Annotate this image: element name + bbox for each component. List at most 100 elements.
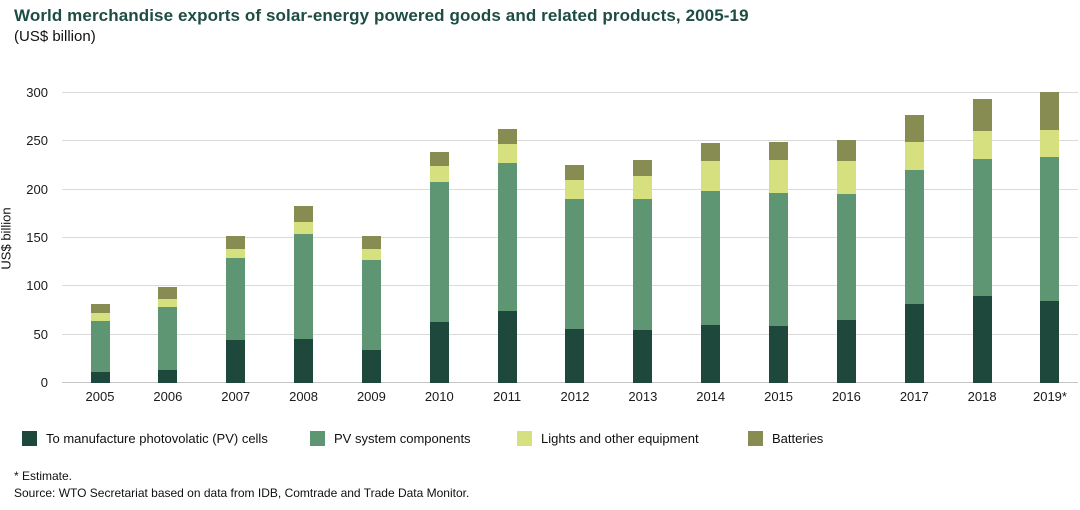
bar-segment-2007-lights-and-other-equipment <box>226 248 246 259</box>
y-tick-label-250: 250 <box>26 133 48 149</box>
legend-item-to-manufacture-photovolatic-pv-cells: To manufacture photovolatic (PV) cells <box>22 431 268 446</box>
bar-segment-2007-to-manufacture-photovolatic-pv-cells <box>226 339 246 383</box>
legend-item-batteries: Batteries <box>748 431 823 446</box>
bar-segment-2006-batteries <box>158 287 178 299</box>
legend-item-pv-system-components: PV system components <box>310 431 471 446</box>
bar-segment-2010-pv-system-components <box>429 181 449 323</box>
bar-segment-2008-lights-and-other-equipment <box>294 221 314 235</box>
x-axis-label-2013: 2013 <box>628 389 658 404</box>
footnote-estimate: * Estimate. <box>14 469 73 483</box>
bar-segment-2018-pv-system-components <box>972 158 992 296</box>
plot-area: 2005 2006 2007 2008 2009 2010 2011 2012 2013 2014… <box>62 92 1078 404</box>
bar-segment-2018-to-manufacture-photovolatic-pv-cells <box>972 296 992 383</box>
bar-segment-2015-lights-and-other-equipment <box>769 159 789 193</box>
bar-segment-2005-lights-and-other-equipment <box>90 313 110 322</box>
bar-segment-2006-to-manufacture-photovolatic-pv-cells <box>158 370 178 383</box>
bar-segment-2008-to-manufacture-photovolatic-pv-cells <box>294 338 314 383</box>
legend: To manufacture photovolatic (PV) cells PV… <box>0 431 1080 451</box>
x-axis-label-2015: 2015 <box>764 389 794 404</box>
bar-segment-2009-lights-and-other-equipment <box>361 248 381 261</box>
legend-label: Batteries <box>772 431 824 446</box>
bar-segment-2019-batteries <box>1040 92 1060 130</box>
bar-segment-2012-pv-system-components <box>565 199 585 329</box>
x-axis-label-2005: 2005 <box>85 389 115 404</box>
bar-segment-2019-lights-and-other-equipment <box>1040 129 1060 157</box>
legend-swatch-icon <box>748 431 763 446</box>
bar-segment-2015-batteries <box>769 142 789 160</box>
bar-segment-2019-pv-system-components <box>1040 156 1060 301</box>
gridline-250 <box>62 140 1078 142</box>
x-axis-label-2011: 2011 <box>493 389 522 404</box>
bar-segment-2018-batteries <box>972 98 992 131</box>
bar-segment-2007-batteries <box>226 236 246 249</box>
bar-segment-2010-to-manufacture-photovolatic-pv-cells <box>429 322 449 383</box>
x-axis-label-2006: 2006 <box>153 389 183 404</box>
bar-segment-2011-batteries <box>497 128 517 145</box>
bar-segment-2008-pv-system-components <box>294 234 314 339</box>
x-axis-label-2014: 2014 <box>696 389 726 404</box>
bar-segment-2013-to-manufacture-photovolatic-pv-cells <box>633 329 653 383</box>
bar-segment-2016-pv-system-components <box>836 193 856 321</box>
legend-swatch-icon <box>310 431 325 446</box>
bar-segment-2011-lights-and-other-equipment <box>497 144 517 163</box>
bar-segment-2015-to-manufacture-photovolatic-pv-cells <box>769 325 789 383</box>
bar-segment-2012-lights-and-other-equipment <box>565 180 585 200</box>
footnote-source: Source: WTO Secretariat based on data fr… <box>14 486 470 500</box>
legend-item-lights-and-other-equipment: Lights and other equipment <box>517 431 699 446</box>
gridline-300 <box>62 92 1078 93</box>
bar-segment-2006-pv-system-components <box>158 306 178 371</box>
bar-segment-2013-pv-system-components <box>633 199 653 330</box>
x-axis-label-2019: 2019* <box>1032 389 1067 404</box>
x-axis-label-2010: 2010 <box>424 389 454 404</box>
y-tick-label-200: 200 <box>26 181 48 197</box>
x-axis-label-2012: 2012 <box>560 389 590 404</box>
y-tick-label-150: 150 <box>26 230 48 245</box>
bar-segment-2011-to-manufacture-photovolatic-pv-cells <box>497 311 517 383</box>
bar-segment-2016-lights-and-other-equipment <box>836 160 856 194</box>
bar-segment-2012-batteries <box>565 164 585 180</box>
bar-segment-2010-batteries <box>429 151 449 167</box>
bar-segment-2014-batteries <box>701 143 721 161</box>
bar-segment-2007-pv-system-components <box>226 258 246 340</box>
y-axis-tick-labels: 0 50 100 150 200 250 300 <box>0 85 50 390</box>
legend-label: PV system components <box>334 431 471 446</box>
bar-segment-2014-to-manufacture-photovolatic-pv-cells <box>701 325 721 383</box>
legend-label: Lights and other equipment <box>541 431 699 446</box>
bar-segment-2010-lights-and-other-equipment <box>429 166 449 182</box>
bar-segment-2014-lights-and-other-equipment <box>701 160 721 191</box>
bar-segment-2005-pv-system-components <box>90 321 110 373</box>
bar-segment-2006-lights-and-other-equipment <box>158 298 178 307</box>
bar-segment-2009-pv-system-components <box>361 260 381 351</box>
bar-segment-2017-lights-and-other-equipment <box>904 142 924 171</box>
legend-swatch-icon <box>517 431 532 446</box>
y-tick-label-0: 0 <box>40 375 48 390</box>
x-axis-label-2007: 2007 <box>221 389 251 404</box>
x-axis-label-2017: 2017 <box>899 389 929 404</box>
bar-segment-2009-batteries <box>361 236 381 249</box>
bar-segment-2015-pv-system-components <box>769 192 789 326</box>
bar-segment-2013-batteries <box>633 159 653 177</box>
y-tick-label-300: 300 <box>26 85 48 100</box>
bar-segment-2012-to-manufacture-photovolatic-pv-cells <box>565 328 585 383</box>
bar-segment-2016-batteries <box>836 140 856 161</box>
x-axis-label-2016: 2016 <box>831 389 861 404</box>
chart-subtitle: (US$ billion) <box>14 28 96 45</box>
legend-label: To manufacture photovolatic (PV) cells <box>46 431 268 446</box>
bar-segment-2017-batteries <box>904 115 924 143</box>
bar-segment-2017-to-manufacture-photovolatic-pv-cells <box>904 303 924 383</box>
bar-segment-2014-pv-system-components <box>701 190 721 325</box>
bar-segment-2005-to-manufacture-photovolatic-pv-cells <box>90 372 110 383</box>
x-axis-label-2018: 2018 <box>967 389 997 404</box>
bar-segment-2009-to-manufacture-photovolatic-pv-cells <box>361 350 381 383</box>
legend-swatch-icon <box>22 431 37 446</box>
bar-segment-2011-pv-system-components <box>497 162 517 312</box>
bar-segment-2013-lights-and-other-equipment <box>633 176 653 200</box>
bar-segment-2019-to-manufacture-photovolatic-pv-cells <box>1040 300 1060 383</box>
bar-segment-2005-batteries <box>90 303 110 314</box>
chart-title: World merchandise exports of solar-energ… <box>14 6 749 25</box>
y-tick-label-50: 50 <box>33 326 48 342</box>
y-tick-label-100: 100 <box>26 278 48 294</box>
bar-segment-2008-batteries <box>294 206 314 222</box>
bar-segment-2018-lights-and-other-equipment <box>972 130 992 159</box>
